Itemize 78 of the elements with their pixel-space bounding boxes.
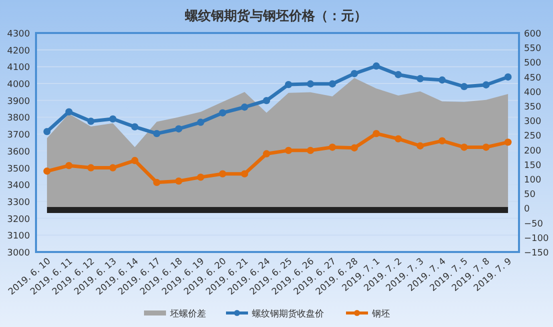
- point: [175, 177, 182, 185]
- y2-tick-label: 450: [524, 73, 542, 84]
- point: [284, 80, 292, 88]
- y-tick-label: 4100: [7, 63, 30, 74]
- point: [504, 138, 512, 146]
- y2-tick-label: 250: [524, 132, 542, 142]
- point: [482, 144, 490, 151]
- y2-tick-label: 500: [524, 58, 542, 69]
- point: [240, 170, 248, 178]
- y2-tick-label: 550: [524, 44, 542, 54]
- y2-tick-label: 400: [524, 88, 542, 98]
- y2-tick-label: 100: [524, 176, 542, 186]
- y-tick-label: 3800: [7, 114, 30, 124]
- point: [219, 109, 226, 116]
- y2-tick-label: 200: [524, 146, 542, 156]
- legend-label: 钢坯: [371, 308, 390, 320]
- point: [372, 62, 380, 70]
- point: [109, 115, 116, 123]
- y2-tick-label: 350: [524, 102, 542, 112]
- point: [328, 80, 336, 88]
- point: [197, 174, 204, 181]
- y-tick-label: 3000: [7, 248, 30, 258]
- y2-tick-label: 50: [524, 190, 536, 200]
- point: [262, 96, 270, 104]
- y-tick-label: 3100: [7, 232, 30, 242]
- y2-tick-label: −50: [524, 219, 544, 230]
- point: [153, 178, 160, 186]
- point: [175, 125, 182, 132]
- point: [109, 164, 116, 172]
- y2-tick-label: 600: [524, 30, 542, 40]
- y2-tick-label: 150: [524, 160, 542, 171]
- point: [306, 146, 314, 154]
- point: [394, 71, 402, 78]
- y2-tick-label: −100: [524, 234, 549, 244]
- point: [438, 137, 446, 144]
- point: [43, 128, 51, 136]
- y-tick-label: 3500: [7, 164, 30, 174]
- point: [504, 73, 512, 81]
- point: [350, 70, 358, 78]
- point: [197, 118, 204, 126]
- point: [240, 104, 248, 111]
- y2-tick-label: 0: [524, 204, 530, 215]
- point: [416, 75, 424, 82]
- legend-label: 螺纹钢期货收盘价: [252, 308, 324, 320]
- point: [153, 130, 160, 138]
- y2-tick-label: −150: [524, 248, 549, 258]
- y-tick-label: 4000: [7, 80, 30, 90]
- point: [284, 146, 292, 154]
- y-tick-label: 4200: [7, 46, 30, 56]
- y-tick-label: 3900: [7, 96, 30, 107]
- y-tick-label: 3200: [7, 214, 30, 225]
- y-tick-label: 3400: [7, 181, 30, 192]
- y-tick-label: 4300: [7, 30, 30, 40]
- chart-title: 螺纹钢期货与钢坯价格（：元）: [184, 8, 367, 24]
- point: [394, 135, 402, 142]
- point: [372, 130, 380, 138]
- point: [482, 81, 490, 88]
- point: [460, 82, 468, 90]
- point: [328, 144, 336, 151]
- point: [87, 164, 94, 172]
- point: [131, 156, 138, 164]
- point: [306, 80, 314, 88]
- point: [65, 108, 73, 116]
- point: [438, 76, 446, 84]
- point: [43, 168, 51, 175]
- legend-label: 坯螺价差: [169, 308, 206, 320]
- point: [87, 118, 94, 125]
- y-tick-label: 3700: [7, 130, 30, 141]
- point: [131, 123, 138, 130]
- point: [460, 144, 468, 151]
- point: [219, 170, 226, 178]
- point: [416, 142, 424, 150]
- point: [350, 144, 358, 152]
- point: [65, 162, 73, 170]
- y-tick-label: 3300: [7, 198, 30, 208]
- y-tick-label: 3600: [7, 147, 30, 158]
- y2-tick-label: 300: [524, 117, 542, 128]
- point: [262, 150, 270, 158]
